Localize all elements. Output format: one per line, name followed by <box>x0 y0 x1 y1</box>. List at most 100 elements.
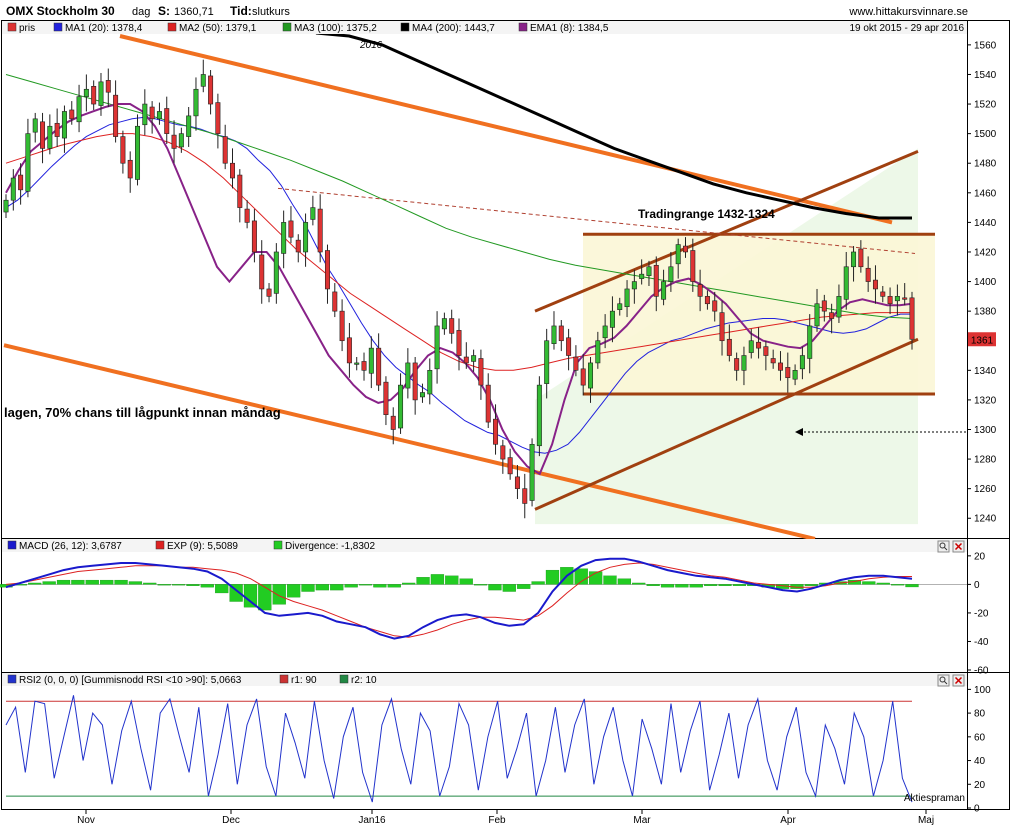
candle-body <box>354 362 360 365</box>
candle-body <box>558 325 564 342</box>
macd-zoom-button[interactable] <box>937 540 950 553</box>
x-tick-label: Feb <box>488 815 506 826</box>
candle-body <box>208 75 214 105</box>
candle-body <box>602 325 608 339</box>
divergence-bar <box>545 569 560 585</box>
legend-label: r1: 90 <box>291 675 317 686</box>
candle-body <box>193 88 199 117</box>
price-y-tick-label: 1340 <box>974 366 997 377</box>
candle-body <box>25 133 31 192</box>
candle-body <box>909 297 915 340</box>
x-tick-label: Mar <box>633 815 651 826</box>
price-candle <box>456 318 462 371</box>
candle-body <box>178 133 184 148</box>
price-candle <box>376 333 382 392</box>
price-candle <box>807 314 813 374</box>
price-candle <box>91 80 97 110</box>
legend-swatch <box>282 22 292 32</box>
price-candle <box>76 84 82 133</box>
price-candle <box>792 364 798 386</box>
x-tick-label: Dec <box>222 815 240 826</box>
legend-swatch <box>518 22 528 32</box>
divergence-bar <box>114 579 128 585</box>
price-y-tick-label: 1300 <box>974 425 997 436</box>
legend-swatch <box>7 674 17 684</box>
legend-label: MA1 (20): 1378,4 <box>65 23 143 34</box>
candle-body <box>310 207 316 220</box>
candle-body <box>441 318 447 330</box>
candle-body <box>142 103 148 126</box>
price-candle <box>639 259 645 285</box>
divergence-bar <box>689 584 703 588</box>
price-y-tick-label: 1400 <box>974 277 997 288</box>
macd-divergence-bars <box>0 567 919 611</box>
rsi-zoom-button[interactable] <box>937 674 950 687</box>
price-candle <box>909 291 915 350</box>
price-candle <box>390 407 396 445</box>
price-candle <box>127 151 133 193</box>
candle-body <box>712 300 718 312</box>
candle-body <box>485 384 491 423</box>
candle-body <box>91 85 97 105</box>
candle-body <box>807 325 813 359</box>
candle-body <box>631 281 637 290</box>
price-candle <box>383 376 389 426</box>
price-candle <box>441 312 447 335</box>
candle-body <box>127 159 133 179</box>
candle-body <box>135 125 141 180</box>
candle-body <box>273 251 279 294</box>
price-candle <box>675 238 681 279</box>
divergence-bar <box>402 582 416 585</box>
divergence-bar <box>473 584 488 586</box>
macd-close-button[interactable] <box>952 540 965 553</box>
divergence-bar <box>646 584 660 586</box>
price-candle <box>317 194 323 263</box>
legend-swatch <box>7 540 17 550</box>
candle-body <box>332 291 338 312</box>
rsi-y-tick-label: 40 <box>974 756 986 767</box>
price-candle <box>222 124 228 170</box>
candle-body <box>376 347 382 386</box>
price-candle <box>83 74 89 112</box>
candle-body <box>69 109 75 120</box>
price-candle <box>135 114 141 186</box>
price-candle <box>536 376 542 457</box>
price-candle <box>485 373 491 429</box>
price-candle <box>544 328 550 399</box>
price-candle <box>609 296 615 343</box>
price-candle <box>821 294 827 322</box>
price-candle <box>25 118 31 198</box>
candle-body <box>646 266 652 276</box>
price-candle <box>193 77 199 131</box>
candle-body <box>697 284 703 297</box>
divergence-bar <box>286 584 301 598</box>
rsi-line <box>5 695 913 803</box>
price-candle <box>522 473 528 519</box>
price-candle <box>756 327 762 359</box>
rsi-y-axis: 100 80 60 40 20 0 <box>967 685 991 815</box>
legend-swatch <box>7 22 17 32</box>
rsi-close-button[interactable] <box>952 674 965 687</box>
candle-body <box>83 88 89 97</box>
candle-body <box>741 355 747 371</box>
divergence-bar <box>272 584 286 605</box>
price-candle <box>332 283 338 318</box>
price-candle <box>164 96 170 144</box>
price-candle <box>851 246 857 282</box>
legend-label: EXP (9): 5,5089 <box>167 541 238 552</box>
candle-body <box>478 358 484 386</box>
price-candle <box>251 209 257 263</box>
legend-label: RSI2 (0, 0, 0) [Gummisnodd RSI <10 >90]:… <box>19 675 242 686</box>
footer-credit: Aktiespraman <box>904 793 965 804</box>
price-candle <box>646 260 652 286</box>
price-candle <box>69 101 75 125</box>
legend-label: pris <box>19 23 35 34</box>
instrument-title: OMX Stockholm 30 <box>6 4 115 18</box>
price-candle <box>887 287 893 315</box>
price-candle <box>763 340 769 371</box>
divergence-bar <box>373 584 387 588</box>
divergence-bar <box>330 584 344 591</box>
rsi-y-tick-label: 60 <box>974 732 986 743</box>
divergence-bar <box>488 584 502 591</box>
price-candle <box>741 346 747 386</box>
